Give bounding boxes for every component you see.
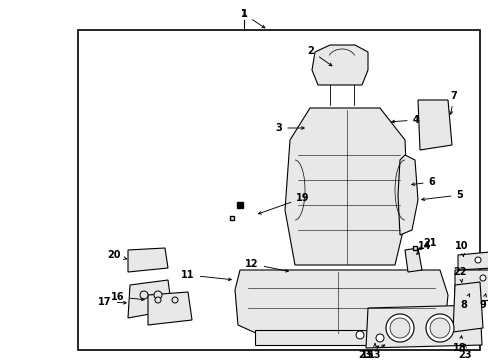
- Circle shape: [425, 314, 453, 342]
- Circle shape: [429, 318, 449, 338]
- Circle shape: [479, 275, 485, 281]
- Polygon shape: [454, 270, 488, 304]
- Text: 18: 18: [452, 336, 466, 353]
- Text: 20: 20: [107, 250, 126, 260]
- Polygon shape: [235, 270, 447, 335]
- Text: 6: 6: [411, 177, 434, 187]
- Text: 11: 11: [181, 270, 231, 281]
- Text: 23: 23: [358, 346, 378, 360]
- Text: 10: 10: [454, 241, 468, 257]
- Text: 5: 5: [421, 190, 463, 201]
- Bar: [78, 30, 479, 350]
- Polygon shape: [417, 100, 451, 150]
- Polygon shape: [397, 155, 417, 235]
- Polygon shape: [457, 252, 488, 270]
- Polygon shape: [128, 280, 172, 318]
- Text: 17: 17: [98, 297, 126, 307]
- Text: 8: 8: [460, 294, 468, 310]
- Polygon shape: [452, 282, 482, 332]
- Polygon shape: [285, 108, 407, 265]
- Polygon shape: [128, 248, 168, 272]
- Text: 2: 2: [307, 46, 331, 66]
- Polygon shape: [254, 330, 429, 345]
- Circle shape: [355, 331, 363, 339]
- Text: 21: 21: [417, 238, 436, 250]
- Circle shape: [155, 297, 161, 303]
- Circle shape: [375, 334, 383, 342]
- Circle shape: [385, 314, 413, 342]
- Text: 16: 16: [111, 292, 144, 302]
- Polygon shape: [311, 45, 367, 85]
- Polygon shape: [365, 305, 481, 348]
- Text: 3: 3: [275, 123, 304, 133]
- Circle shape: [172, 297, 178, 303]
- Text: 19: 19: [258, 193, 309, 214]
- Text: 4: 4: [391, 115, 419, 125]
- Circle shape: [474, 257, 480, 263]
- Polygon shape: [404, 248, 421, 272]
- Circle shape: [154, 291, 162, 299]
- Polygon shape: [148, 292, 192, 325]
- Text: 13: 13: [367, 344, 381, 360]
- Circle shape: [389, 318, 409, 338]
- Text: 23: 23: [457, 345, 471, 360]
- Text: 1: 1: [240, 9, 264, 28]
- Text: 14: 14: [416, 241, 431, 254]
- Circle shape: [140, 291, 148, 299]
- Text: 22: 22: [452, 267, 466, 283]
- Text: 1: 1: [240, 9, 247, 19]
- Text: 9: 9: [479, 294, 486, 310]
- Text: 12: 12: [245, 259, 288, 272]
- Text: 7: 7: [449, 91, 456, 114]
- Text: 15: 15: [361, 345, 384, 360]
